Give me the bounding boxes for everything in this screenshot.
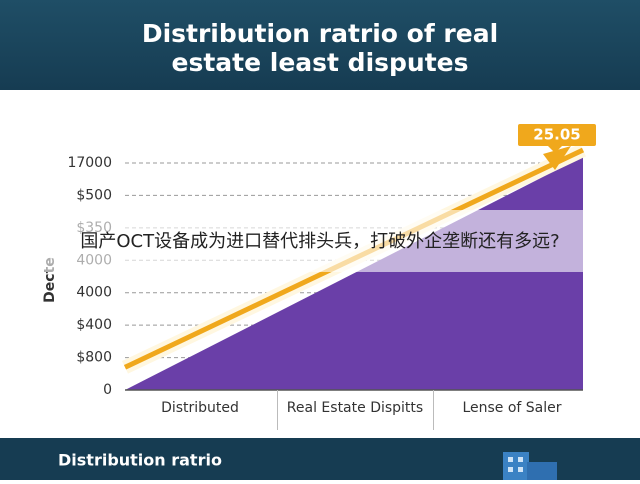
chart-title: estate least disputes [171, 48, 468, 77]
overlay-band [0, 210, 640, 272]
x-tick-label: Distributed [161, 400, 239, 416]
y-tick-label: $400 [76, 317, 112, 333]
y-tick-label: 4000 [76, 285, 112, 301]
building-icon [503, 452, 557, 480]
annotation: 25.05 [533, 126, 580, 144]
arrow-head [543, 146, 571, 171]
overlay-text: 国产OCT设备成为进口替代排头兵，打破外企垄断还有多远? [80, 231, 559, 252]
y-tick-label: 0 [103, 382, 112, 398]
annotation-pointer [548, 146, 562, 153]
annotation-box [518, 124, 596, 146]
y-tick-label: $500 [76, 187, 112, 203]
y-tick-label: $800 [76, 350, 112, 366]
header-band [0, 0, 640, 90]
area [125, 156, 583, 390]
x-tick-label: Lense of Saler [462, 400, 561, 416]
footer-text: Distribution ratrio [58, 451, 222, 470]
chart-title: Distribution ratrio of real [142, 19, 498, 48]
y-tick-label: 17000 [67, 155, 112, 171]
x-tick-label: Real Estate Dispitts [287, 400, 423, 416]
